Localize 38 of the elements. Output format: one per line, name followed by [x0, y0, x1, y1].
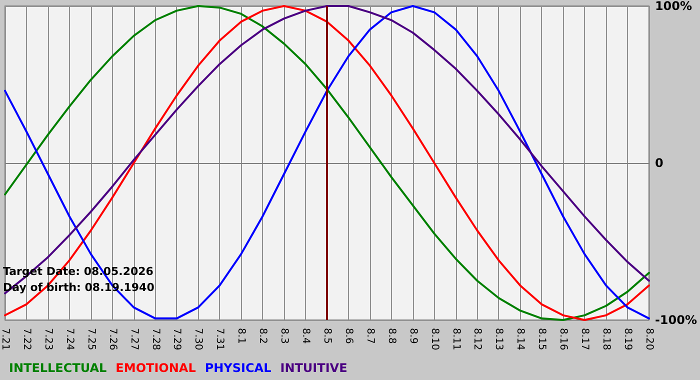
text: PHYSICAL	[204, 361, 272, 375]
x-tick-label: 7.26	[106, 328, 118, 350]
x-tick-label: 7.28	[150, 328, 161, 350]
x-tick-label: 7.29	[171, 328, 182, 350]
x-tick-label: 8.9	[407, 328, 418, 344]
x-tick-label: 8.2	[257, 328, 268, 344]
x-tick-label: 8.3	[278, 328, 290, 344]
x-tick-label: 8.8	[386, 328, 397, 344]
x-tick-label: 8.1	[236, 328, 247, 344]
x-tick-label: 8.14	[514, 328, 526, 350]
x-tick-label: 8.17	[579, 328, 590, 350]
x-tick-label: 7.21	[0, 328, 10, 350]
text: EMOTIONAL	[116, 361, 196, 375]
text: INTELLECTUAL	[9, 361, 108, 375]
x-tick-label: 8.13	[493, 328, 504, 350]
y-tick-label: 100%	[654, 0, 692, 13]
x-tick-label: 8.6	[342, 328, 354, 344]
x-tick-label: 8.12	[472, 328, 483, 350]
x-tick-label: 8.5	[321, 328, 332, 344]
x-tick-label: 7.30	[192, 328, 204, 350]
x-tick-label: 8.11	[450, 328, 462, 350]
x-tick-label: 7.31	[214, 328, 226, 350]
x-tick-label: 7.23	[42, 328, 54, 350]
x-tick-label: 8.15	[536, 328, 548, 350]
text: INTUITIVE	[280, 361, 348, 375]
x-tick-label: 8.19	[622, 328, 633, 350]
x-tick-label: 7.22	[20, 328, 32, 350]
x-tick-label: 7.24	[64, 328, 75, 350]
x-tick-label: 8.7	[364, 328, 376, 344]
x-tick-label: 8.18	[600, 328, 612, 350]
y-tick-label: 0	[654, 156, 664, 170]
x-tick-label: 8.20	[643, 328, 654, 350]
x-tick-label: 7.27	[128, 328, 140, 350]
x-tick-label: 7.25	[85, 328, 96, 350]
x-tick-label: 8.10	[428, 328, 440, 350]
x-tick-label: 8.4	[300, 328, 312, 344]
y-tick-label: -100%	[654, 313, 698, 327]
x-tick-label: 8.16	[558, 328, 569, 350]
